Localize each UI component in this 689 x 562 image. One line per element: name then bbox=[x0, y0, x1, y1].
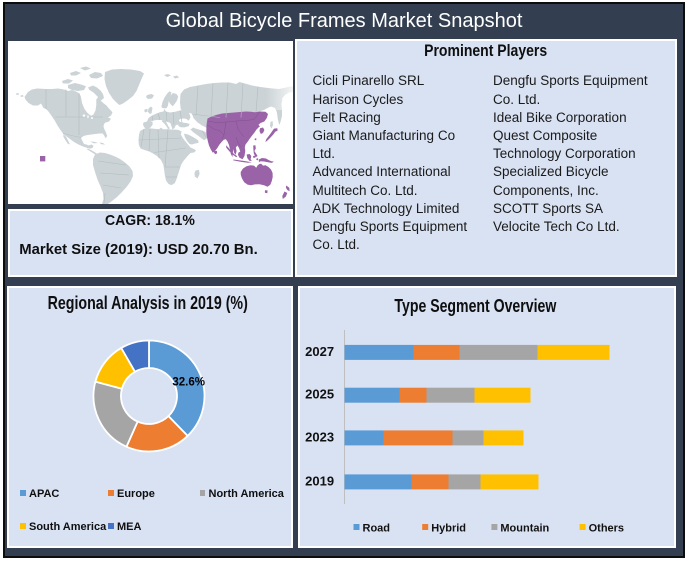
svg-text:2019: 2019 bbox=[305, 473, 334, 488]
svg-text:2023: 2023 bbox=[305, 429, 334, 444]
svg-text:Road: Road bbox=[363, 522, 391, 534]
svg-text:Mountain: Mountain bbox=[500, 522, 549, 534]
svg-text:Hybrid: Hybrid bbox=[431, 522, 466, 534]
svg-text:2027: 2027 bbox=[305, 343, 334, 358]
svg-text:2025: 2025 bbox=[305, 386, 334, 401]
svg-text:32.6%: 32.6% bbox=[172, 377, 205, 389]
svg-text:Others: Others bbox=[589, 522, 624, 534]
